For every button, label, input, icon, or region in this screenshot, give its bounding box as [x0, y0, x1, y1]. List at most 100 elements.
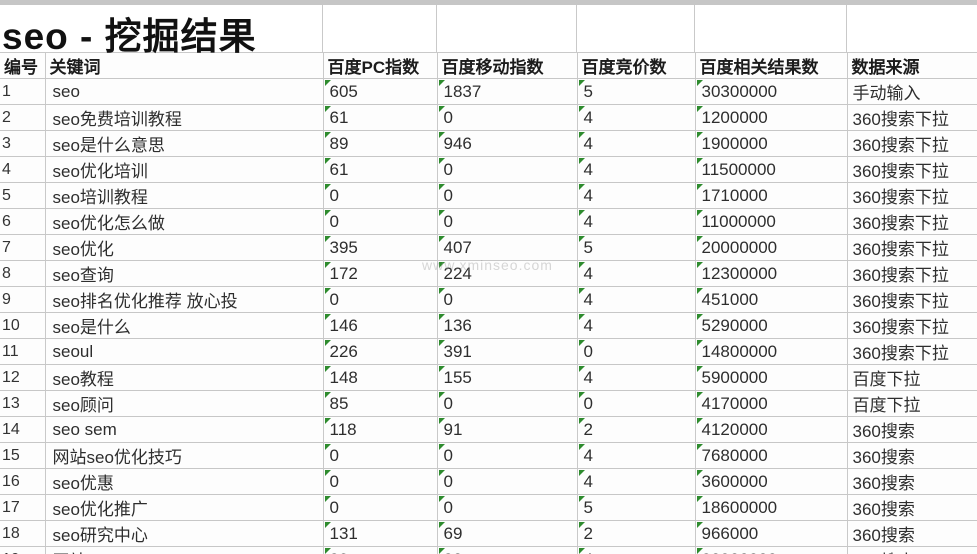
keyword-cell[interactable]: seoul [45, 338, 324, 365]
results-count-cell[interactable]: 4120000 [695, 416, 848, 443]
keyword-cell[interactable]: seo sem [45, 416, 324, 443]
keyword-cell[interactable]: seo培训教程 [45, 182, 324, 209]
pc-index-cell[interactable]: 89 [323, 130, 438, 157]
row-number-cell[interactable]: 3 [0, 130, 46, 157]
keyword-cell[interactable]: seo优惠 [45, 468, 324, 495]
column-header-bid[interactable]: 百度竞价数 [577, 53, 696, 79]
source-cell[interactable]: 360搜索下拉 [847, 234, 977, 261]
source-cell[interactable]: 手动输入 [847, 78, 977, 105]
pc-index-cell[interactable]: 0 [323, 182, 438, 209]
mobile-index-cell[interactable]: 224 [437, 260, 578, 287]
mobile-index-cell[interactable]: 946 [437, 130, 578, 157]
mobile-index-cell[interactable]: 391 [437, 338, 578, 365]
row-number-cell[interactable]: 8 [0, 260, 46, 287]
bid-count-cell[interactable]: 4 [577, 182, 696, 209]
bid-count-cell[interactable]: 4 [577, 364, 696, 391]
bid-count-cell[interactable]: 5 [577, 494, 696, 521]
bid-count-cell[interactable]: 5 [577, 234, 696, 261]
source-cell[interactable]: 360搜索下拉 [847, 130, 977, 157]
bid-count-cell[interactable]: 4 [577, 286, 696, 313]
keyword-cell[interactable]: seo教程 [45, 364, 324, 391]
pc-index-cell[interactable]: 85 [323, 390, 438, 417]
pc-index-cell[interactable]: 148 [323, 364, 438, 391]
mobile-index-cell[interactable]: 0 [437, 182, 578, 209]
column-header-keyword[interactable]: 关键词 [45, 53, 324, 79]
bid-count-cell[interactable]: 2 [577, 520, 696, 547]
bid-count-cell[interactable]: 4 [577, 208, 696, 235]
keyword-cell[interactable]: seo免费培训教程 [45, 104, 324, 131]
results-count-cell[interactable]: 1200000 [695, 104, 848, 131]
bid-count-cell[interactable]: 4 [577, 312, 696, 339]
pc-index-cell[interactable]: 118 [323, 416, 438, 443]
results-count-cell[interactable]: 5290000 [695, 312, 848, 339]
results-count-cell[interactable]: 12300000 [695, 260, 848, 287]
pc-index-cell[interactable]: 0 [323, 442, 438, 469]
mobile-index-cell[interactable]: 155 [437, 364, 578, 391]
bid-count-cell[interactable]: 4 [577, 156, 696, 183]
source-cell[interactable]: 360搜索下拉 [847, 156, 977, 183]
source-cell[interactable]: 360搜索下拉 [847, 312, 977, 339]
source-cell[interactable]: 360搜索 [847, 494, 977, 521]
keyword-cell[interactable]: seo排名优化推荐 放心投 [45, 286, 324, 313]
row-number-cell[interactable]: 9 [0, 286, 46, 313]
mobile-index-cell[interactable]: 0 [437, 208, 578, 235]
pc-index-cell[interactable]: 146 [323, 312, 438, 339]
row-number-cell[interactable]: 7 [0, 234, 46, 261]
results-count-cell[interactable]: 5900000 [695, 364, 848, 391]
results-count-cell[interactable]: 966000 [695, 520, 848, 547]
row-number-cell[interactable]: 14 [0, 416, 46, 443]
source-cell[interactable]: 360搜索 [847, 468, 977, 495]
keyword-cell[interactable]: seo查询 [45, 260, 324, 287]
bid-count-cell[interactable]: 4 [577, 260, 696, 287]
keyword-cell[interactable]: seo优化 [45, 234, 324, 261]
row-number-cell[interactable]: 5 [0, 182, 46, 209]
mobile-index-cell[interactable]: 1837 [437, 78, 578, 105]
keyword-cell[interactable]: seo是什么 [45, 312, 324, 339]
row-number-cell[interactable]: 10 [0, 312, 46, 339]
mobile-index-cell[interactable]: 0 [437, 104, 578, 131]
results-count-cell[interactable]: 20000000 [695, 234, 848, 261]
results-count-cell[interactable]: 20900000 [695, 546, 848, 554]
pc-index-cell[interactable]: 61 [323, 156, 438, 183]
mobile-index-cell[interactable]: 0 [437, 494, 578, 521]
keyword-cell[interactable]: seo研究中心 [45, 520, 324, 547]
pc-index-cell[interactable]: 89 [323, 546, 438, 554]
mobile-index-cell[interactable]: 91 [437, 416, 578, 443]
row-number-cell[interactable]: 2 [0, 104, 46, 131]
column-header-pc[interactable]: 百度PC指数 [323, 53, 438, 79]
mobile-index-cell[interactable]: 0 [437, 390, 578, 417]
results-count-cell[interactable]: 4170000 [695, 390, 848, 417]
results-count-cell[interactable]: 1900000 [695, 130, 848, 157]
mobile-index-cell[interactable]: 80 [437, 546, 578, 554]
column-header-results[interactable]: 百度相关结果数 [695, 53, 848, 79]
pc-index-cell[interactable]: 0 [323, 468, 438, 495]
results-count-cell[interactable]: 3600000 [695, 468, 848, 495]
row-number-cell[interactable]: 15 [0, 442, 46, 469]
column-header-mobile[interactable]: 百度移动指数 [437, 53, 578, 79]
row-number-cell[interactable]: 18 [0, 520, 46, 547]
keyword-cell[interactable]: seo顾问 [45, 390, 324, 417]
sheet-title[interactable]: seo - 挖掘结果 [2, 16, 257, 57]
pc-index-cell[interactable]: 61 [323, 104, 438, 131]
row-number-cell[interactable]: 16 [0, 468, 46, 495]
pc-index-cell[interactable]: 226 [323, 338, 438, 365]
pc-index-cell[interactable]: 172 [323, 260, 438, 287]
bid-count-cell[interactable]: 4 [577, 546, 696, 554]
column-header-source[interactable]: 数据来源 [847, 53, 977, 79]
mobile-index-cell[interactable]: 0 [437, 286, 578, 313]
bid-count-cell[interactable]: 0 [577, 390, 696, 417]
mobile-index-cell[interactable]: 136 [437, 312, 578, 339]
row-number-cell[interactable]: 11 [0, 338, 46, 365]
pc-index-cell[interactable]: 395 [323, 234, 438, 261]
source-cell[interactable]: 360搜索 [847, 416, 977, 443]
mobile-index-cell[interactable]: 0 [437, 442, 578, 469]
row-number-cell[interactable]: 6 [0, 208, 46, 235]
bid-count-cell[interactable]: 4 [577, 468, 696, 495]
results-count-cell[interactable]: 14800000 [695, 338, 848, 365]
bid-count-cell[interactable]: 2 [577, 416, 696, 443]
source-cell[interactable]: 百度下拉 [847, 364, 977, 391]
pc-index-cell[interactable]: 0 [323, 494, 438, 521]
row-number-cell[interactable]: 12 [0, 364, 46, 391]
pc-index-cell[interactable]: 0 [323, 286, 438, 313]
source-cell[interactable]: 360搜索下拉 [847, 104, 977, 131]
